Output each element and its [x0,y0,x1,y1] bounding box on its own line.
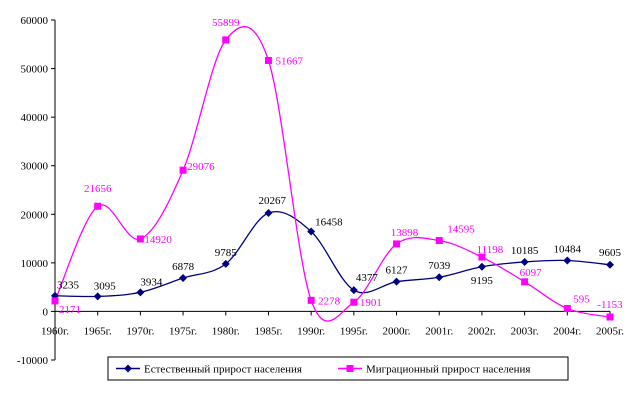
marker-migration [222,36,230,44]
marker-natural [221,259,230,268]
data-label-migration: 2278 [318,295,341,307]
x-tick-label: 1965г. [84,325,112,337]
y-tick-label: 50000 [21,64,49,76]
x-tick-label: 2004г. [553,325,581,337]
x-axis-tick-labels: 1960г. 1965г. 1970г. 1975г. 1980г. 1985г. 1990… [41,325,624,337]
x-tick-label: 2003г. [511,325,539,337]
marker-migration [136,235,144,243]
series-line-natural [54,211,611,298]
data-label-natural: 16458 [315,216,343,228]
marker-natural [435,273,444,282]
marker-migration [606,313,614,321]
y-tick-label: 60000 [21,15,49,27]
marker-natural [264,208,273,217]
marker-migration [179,166,187,174]
data-label-migration: 14920 [144,234,172,246]
data-label-migration: 6097 [520,267,543,279]
data-label-migration: 11198 [477,244,504,256]
data-label-migration: 29076 [187,161,215,173]
data-label-migration: 1901 [360,297,382,309]
x-tick-label: 1995г. [340,325,368,337]
data-label-natural: 6878 [172,261,195,273]
y-tick-label: 10000 [21,258,49,270]
marker-natural [477,262,486,271]
marker-natural [606,260,614,269]
data-label-migration: -1153 [597,299,623,311]
marker-migration [350,298,358,306]
marker-natural [179,274,188,283]
x-tick-label: 1970г. [126,325,154,337]
marker-natural [93,292,102,301]
axes [51,19,611,361]
marker-migration [478,253,486,261]
x-tick-label: 2002г. [468,325,496,337]
x-tick-label: 1960г. [41,325,69,337]
legend-label-natural: Естественный прирост населения [144,364,302,376]
marker-migration [435,237,443,245]
y-tick-label: 0 [43,306,49,318]
y-tick-label: 30000 [21,161,49,173]
marker-migration [94,202,102,210]
marker-migration [51,297,59,305]
data-label-natural: 3934 [140,276,163,288]
data-label-migration: 51667 [275,55,303,67]
x-tick-label: 1990г. [297,325,325,337]
marker-migration [264,56,272,64]
marker-natural [349,286,358,295]
marker-migration [521,278,529,286]
data-label-natural: 9785 [215,247,238,259]
marker-migration [563,305,571,313]
marker-migration [307,296,315,304]
data-label-migration: 595 [573,294,590,306]
y-axis-tick-labels: -10000 0 10000 20000 30000 40000 50000 60000 [17,15,49,367]
legend: Естественный прирост населения Миграцион… [107,356,569,381]
data-label-migration: 2171 [59,304,81,316]
y-tick-label: 20000 [21,209,49,221]
data-label-natural: 3235 [57,280,80,292]
data-label-natural: 6127 [386,265,409,277]
data-label-natural: 10185 [511,245,539,257]
data-label-natural: 7039 [428,260,451,272]
x-tick-label: 1980г. [212,325,240,337]
marker-migration [393,240,401,248]
legend-label-migration: Миграционный прирост населения [366,364,531,376]
data-labels: 3235 3095 3934 6878 9785 20267 16458 4377 6127 70… [57,17,623,316]
x-tick-label: 1975г. [169,325,197,337]
legend-marker-migration [346,365,354,372]
data-label-natural: 3095 [94,280,117,292]
data-label-migration: 55899 [212,17,240,29]
data-label-natural: 4377 [356,272,379,284]
data-label-natural: 9605 [599,247,622,259]
marker-natural [563,256,572,265]
x-tick-label: 2001г. [425,325,453,337]
data-label-natural: 20267 [258,195,286,207]
data-label-natural: 9195 [471,275,494,287]
marker-natural [307,227,316,236]
data-label-migration: 14595 [447,224,475,236]
marker-natural [520,257,529,266]
data-label-migration: 21656 [84,183,112,195]
x-tick-label: 1985г. [254,325,282,337]
data-label-natural: 10484 [554,244,582,256]
y-tick-label: -10000 [17,355,49,367]
marker-natural [136,288,145,297]
x-tick-label: 2000г. [383,325,411,337]
legend-marker-natural [124,364,132,373]
y-tick-label: 40000 [21,112,49,124]
series-markers [51,36,614,321]
x-tick-label: 2005г. [596,325,624,337]
marker-natural [392,277,401,286]
data-label-migration: 13898 [391,227,419,239]
